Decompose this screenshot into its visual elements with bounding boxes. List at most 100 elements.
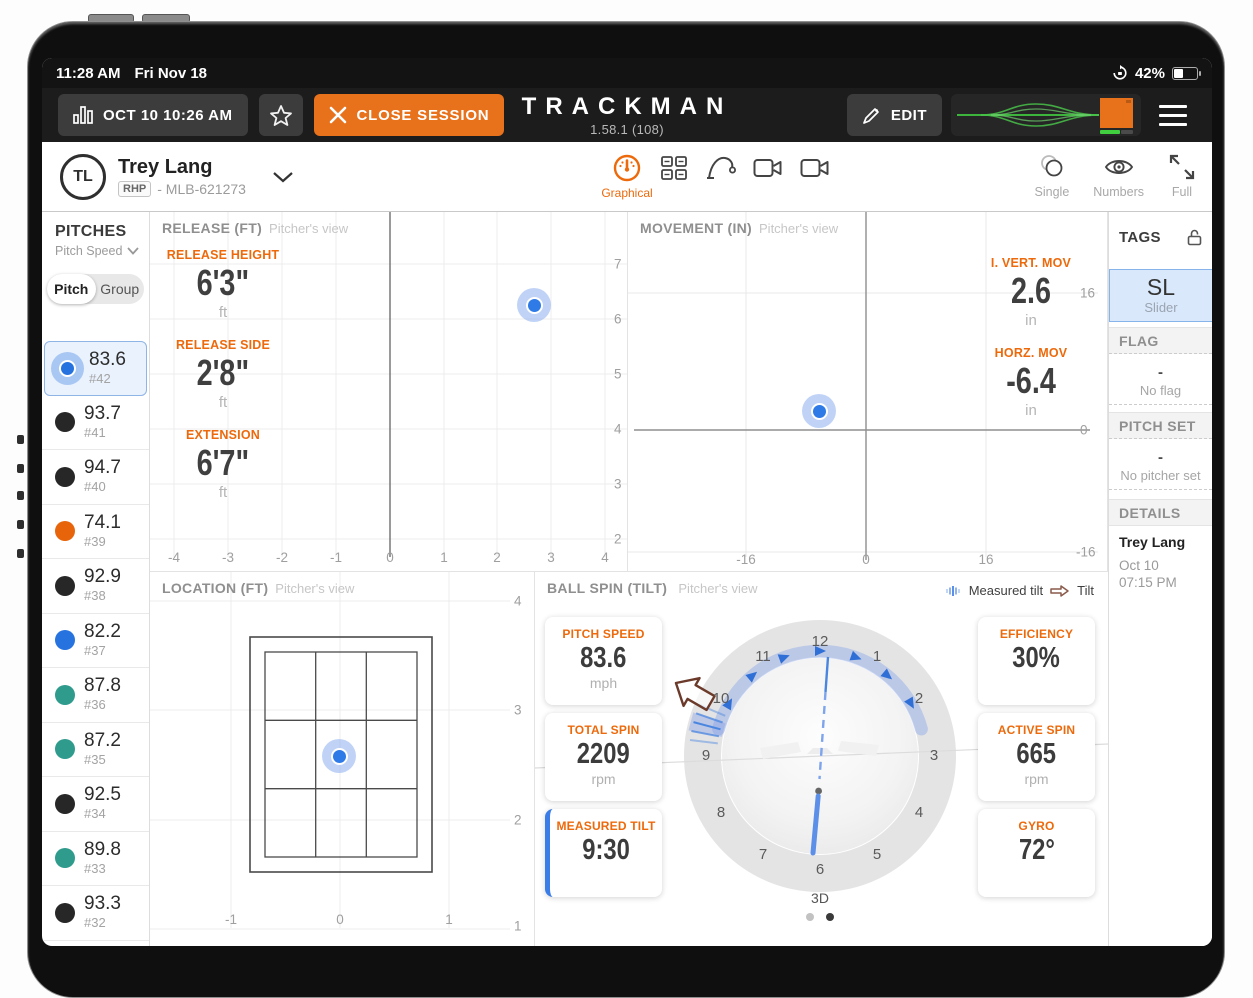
release-point: [517, 288, 551, 322]
radar-status-display[interactable]: [951, 94, 1141, 136]
lock-icon[interactable]: [1187, 229, 1202, 246]
ballspin-view: Pitcher's view: [678, 581, 758, 596]
player-bar: TL Trey Lang RHP - MLB-621273: [42, 142, 1212, 212]
mode-single-label: Single: [1034, 185, 1070, 199]
status-date: Fri Nov 18: [134, 64, 208, 82]
pitch-dot: [55, 902, 75, 923]
movement-view: Pitcher's view: [759, 221, 839, 236]
detail-player-name: Trey Lang: [1119, 534, 1186, 550]
tilt-legend: Measured tilt Tilt: [945, 583, 1094, 598]
movement-panel: MOVEMENT (IN) Pitcher's view I. VERT. MOV…: [628, 212, 1108, 572]
measured-tilt-card: MEASURED TILT 9:30: [545, 809, 662, 897]
session-button[interactable]: OCT 10 10:26 AM: [58, 94, 248, 136]
pitch-row[interactable]: 82.2 #37: [42, 614, 149, 668]
pitch-set-section-title: PITCH SET: [1109, 412, 1212, 439]
active-spin-card: ACTIVE SPIN 665 rpm: [978, 713, 1095, 801]
movement-stats: I. VERT. MOV 2.6 in HORZ. MOV -6.4 in: [990, 256, 1072, 419]
gauge-icon: [613, 154, 641, 182]
side-mic-dot: [17, 520, 24, 529]
chevron-down-icon: [127, 247, 140, 255]
pitch-speed-card: PITCH SPEED 83.6 mph: [545, 617, 662, 705]
pitch-dot: [55, 630, 75, 651]
charts-area: RELEASE (FT) Pitcher's view: [150, 212, 1108, 946]
pitches-sidebar: PITCHES Pitch Speed Pitch Group 8: [42, 212, 150, 946]
tags-title: TAGS: [1119, 228, 1161, 246]
close-session-label: CLOSE SESSION: [356, 106, 490, 124]
single-icon: [1041, 155, 1063, 177]
side-mic-dot: [17, 491, 24, 500]
player-name: Trey Lang: [118, 156, 213, 178]
pitch-row[interactable]: 92.5 #34: [42, 777, 149, 832]
avatar[interactable]: TL: [60, 153, 106, 200]
tag-slider[interactable]: SL Slider: [1109, 269, 1212, 322]
side-mic-dot: [17, 464, 24, 473]
tab-pitch[interactable]: Pitch: [47, 274, 96, 304]
tab-tiles[interactable]: [659, 153, 689, 183]
tab-group[interactable]: Group: [100, 281, 140, 297]
rotation-lock-icon: [1113, 65, 1127, 80]
status-time: 11:28 AM: [56, 64, 121, 82]
pitch-row[interactable]: 87.8 #36: [42, 668, 149, 723]
legend-measured-label: Measured tilt: [968, 583, 1044, 598]
pitch-row[interactable]: 93.3 #32: [42, 886, 149, 941]
handedness-badge: RHP: [118, 181, 152, 197]
video-camera-icon: [753, 159, 782, 177]
trackman-logo: TRACKMAN: [521, 93, 733, 120]
release-panel: RELEASE (FT) Pitcher's view: [150, 212, 628, 572]
player-info[interactable]: Trey Lang RHP - MLB-621273: [118, 156, 246, 197]
star-icon: [269, 104, 292, 126]
trajectory-icon: [707, 156, 736, 179]
pitch-dot: [55, 412, 75, 433]
total-spin-card: TOTAL SPIN 2209 rpm: [545, 713, 662, 801]
edit-button[interactable]: EDIT: [846, 94, 942, 136]
ballspin-title: BALL SPIN: [547, 580, 624, 596]
release-view: Pitcher's view: [269, 221, 349, 236]
pitch-list: 83.6 #42 93.7 #41 94.7 #40: [42, 341, 149, 946]
pitch-row[interactable]: 94.7 #40: [42, 450, 149, 505]
pitch-dot: [55, 521, 75, 542]
release-stats: RELEASE HEIGHT 6'3" ft RELEASE SIDE 2'8"…: [166, 248, 280, 501]
pitch-row[interactable]: 93.7 #41: [42, 396, 149, 450]
tab-video-1[interactable]: [753, 153, 783, 183]
mode-single[interactable]: Single: [1034, 152, 1070, 199]
pitch-set-card[interactable]: - No pitcher set: [1109, 439, 1212, 490]
close-session-button[interactable]: CLOSE SESSION: [313, 94, 505, 136]
pitches-title: PITCHES: [55, 223, 127, 240]
movement-title: MOVEMENT (IN): [640, 220, 753, 236]
pitch-row-selected[interactable]: 83.6 #42: [44, 341, 147, 396]
mode-3d-label: 3D: [811, 890, 829, 906]
tab-video-2[interactable]: [800, 153, 830, 183]
chevron-down-icon[interactable]: [272, 171, 294, 183]
pitch-dot: [51, 351, 84, 385]
sort-dropdown[interactable]: Pitch Speed: [55, 244, 149, 258]
tilt-arrow-icon: [1050, 584, 1069, 597]
radar-waveform-icon: [957, 98, 1133, 134]
mode-numbers[interactable]: Numbers: [1093, 152, 1144, 199]
menu-button[interactable]: [1150, 94, 1196, 136]
efficiency-card: EFFICIENCY 30%: [978, 617, 1095, 705]
location-view: Pitcher's view: [275, 581, 355, 596]
tab-trajectory[interactable]: [706, 153, 736, 183]
tilt-marker-arrow: [674, 676, 716, 712]
status-bar: 11:28 AM Fri Nov 18 42%: [42, 58, 1212, 88]
ballspin-title2: (TILT): [627, 580, 668, 596]
favorite-button[interactable]: [258, 94, 303, 136]
details-section-title: DETAILS: [1109, 499, 1212, 526]
expand-icon: [1169, 154, 1195, 180]
tag-code: SL: [1146, 274, 1176, 300]
brand-block: TRACKMAN 1.58.1 (108): [522, 93, 733, 137]
page-dot-2[interactable]: [826, 913, 834, 921]
pitch-row[interactable]: 92.9 #38: [42, 559, 149, 614]
pitch-row[interactable]: 89.8 #33: [42, 832, 149, 886]
flag-card[interactable]: - No flag: [1109, 354, 1212, 405]
detail-date: Oct 10: [1119, 558, 1159, 573]
pitch-dot: [55, 466, 75, 487]
pitch-row[interactable]: 74.1 #39: [42, 505, 149, 559]
pitch-dot: [55, 848, 75, 869]
page-dot-1[interactable]: [806, 913, 814, 921]
pitch-row[interactable]: 87.2 #35: [42, 723, 149, 777]
tab-graphical[interactable]: Graphical: [601, 153, 653, 200]
mode-full[interactable]: Full: [1168, 152, 1196, 199]
flag-section-title: FLAG: [1109, 327, 1212, 354]
